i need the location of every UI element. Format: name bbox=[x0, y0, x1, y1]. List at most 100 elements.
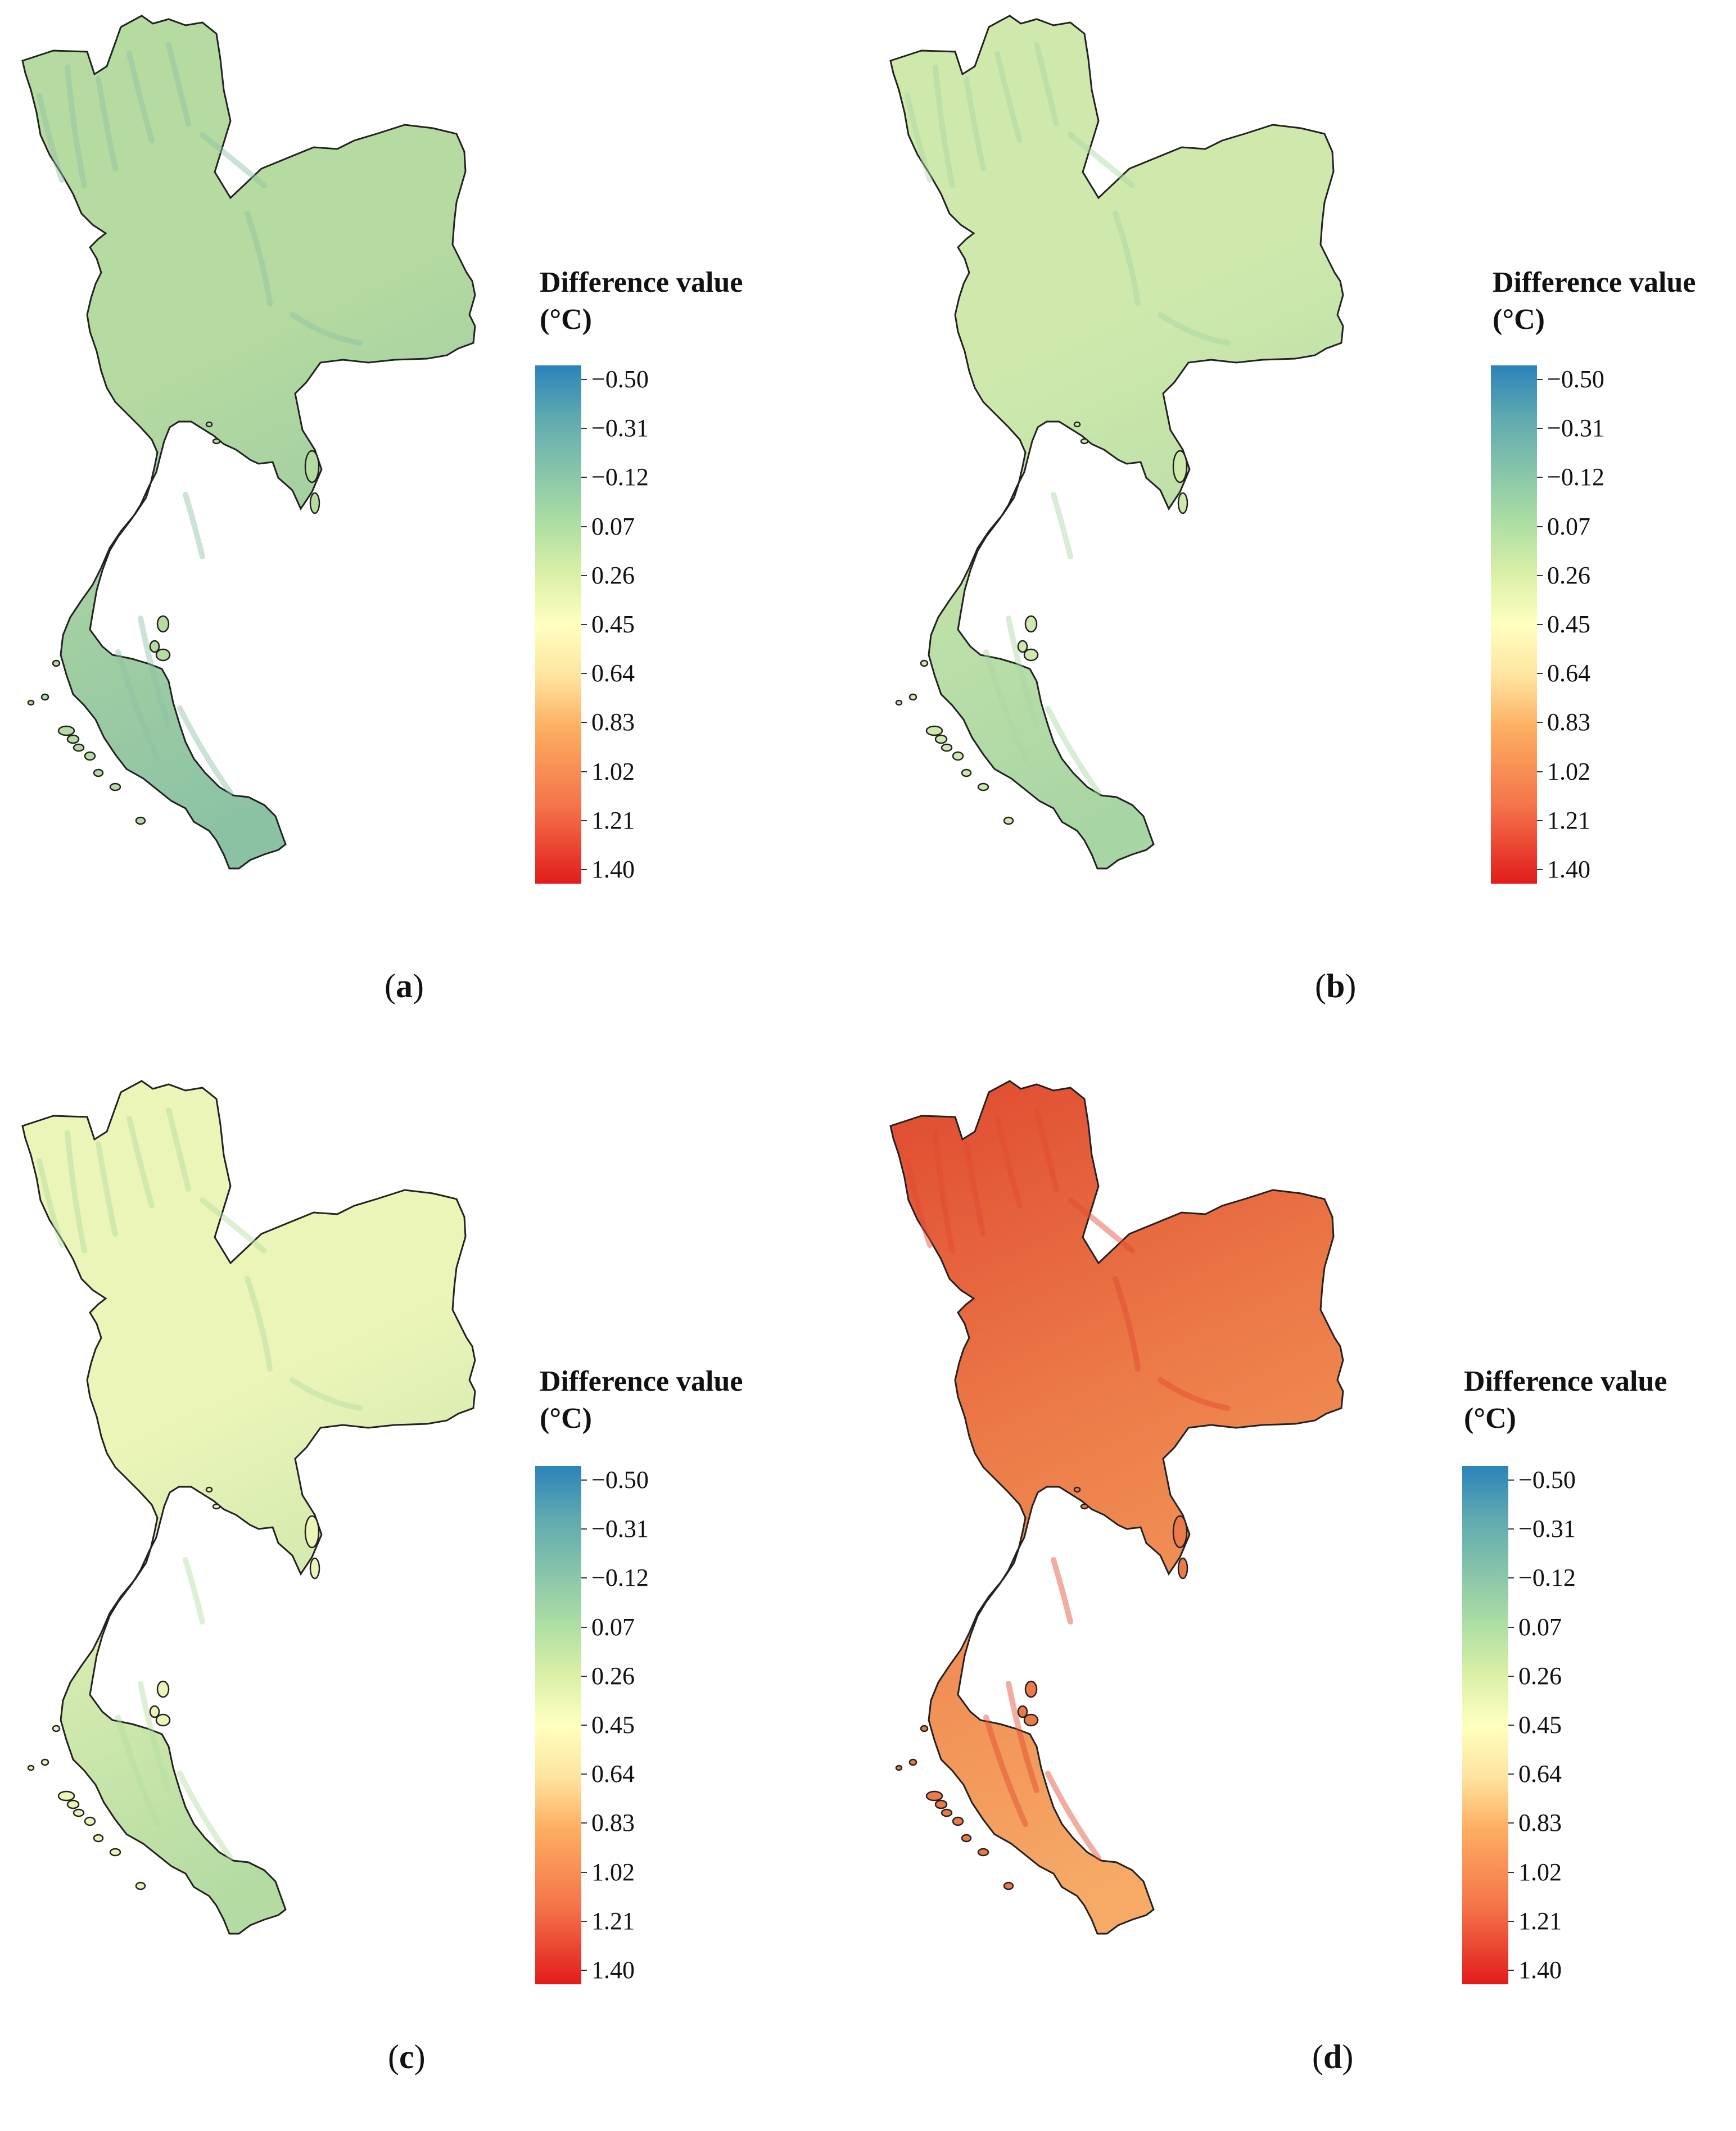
colorbar-tick-label: 1.21 bbox=[591, 1907, 635, 1935]
colorbar-tick-label: 0.45 bbox=[1547, 610, 1590, 638]
island bbox=[27, 1764, 35, 1771]
colorbar-tick-label: 0.26 bbox=[1518, 1662, 1562, 1690]
colorbar-tickmark bbox=[581, 1675, 587, 1677]
country-outline bbox=[889, 15, 1344, 870]
terrain-texture bbox=[1158, 1377, 1231, 1411]
colorbar-tickmark bbox=[1508, 1871, 1514, 1873]
island bbox=[212, 438, 221, 445]
colorbar-tickmark bbox=[581, 1920, 587, 1922]
thailand-map-c bbox=[21, 1080, 476, 1935]
colorbar-tickmark bbox=[1508, 1970, 1514, 1971]
terrain-texture bbox=[1045, 705, 1101, 795]
island bbox=[1024, 615, 1038, 633]
legend-title-line2: (°C) bbox=[540, 1402, 592, 1435]
colorbar-tick-label: −0.50 bbox=[1547, 365, 1604, 393]
colorbar-tickmark bbox=[1537, 574, 1543, 576]
country-group bbox=[889, 1080, 1344, 1935]
colorbar-tickmark bbox=[581, 869, 587, 870]
panel-label: a bbox=[395, 967, 413, 1005]
island bbox=[895, 1764, 903, 1771]
terrain-texture bbox=[37, 93, 65, 183]
panel-label: b bbox=[1326, 967, 1345, 1005]
colorbar-tickmark bbox=[1508, 1577, 1514, 1579]
island bbox=[27, 699, 35, 706]
island bbox=[1177, 492, 1188, 514]
terrain-texture bbox=[1045, 1771, 1101, 1861]
island bbox=[149, 640, 160, 653]
colorbar bbox=[1462, 1466, 1508, 1984]
island bbox=[1017, 640, 1028, 653]
island bbox=[977, 1848, 989, 1857]
colorbar-tick-label: 1.40 bbox=[591, 856, 635, 883]
colorbar-tick-label: −0.31 bbox=[1518, 1515, 1576, 1543]
colorbar-tick-label: 0.26 bbox=[591, 561, 635, 589]
panel-caption: (c) bbox=[388, 2038, 426, 2075]
island bbox=[920, 659, 929, 667]
terrain-texture bbox=[1034, 1107, 1059, 1192]
terrain-texture bbox=[65, 1130, 87, 1254]
colorbar-tickmark bbox=[1537, 379, 1543, 380]
island bbox=[205, 1486, 213, 1493]
terrain-texture bbox=[177, 1771, 233, 1861]
island bbox=[66, 1799, 80, 1809]
colorbar-tick-label: 0.26 bbox=[1547, 561, 1590, 589]
colorbar-tick-label: −0.12 bbox=[591, 1564, 649, 1592]
island bbox=[952, 751, 964, 761]
colorbar-tick-label: 0.83 bbox=[591, 1809, 635, 1837]
colorbar-tickmark bbox=[1508, 1528, 1514, 1530]
colorbar-tickmark bbox=[581, 1970, 587, 1971]
legend-title-line1: Difference value bbox=[540, 1365, 743, 1397]
terrain-texture bbox=[994, 51, 1023, 143]
island bbox=[73, 1808, 85, 1817]
colorbar-tick-label: 0.45 bbox=[591, 610, 635, 638]
island bbox=[920, 1725, 929, 1732]
island bbox=[934, 1799, 948, 1809]
terrain-texture bbox=[115, 649, 160, 762]
island bbox=[309, 492, 320, 514]
island bbox=[135, 1881, 146, 1890]
island bbox=[925, 725, 943, 736]
colorbar-tickmark bbox=[1537, 820, 1543, 821]
colorbar-tickmark bbox=[1508, 1675, 1514, 1677]
terrain-texture bbox=[983, 649, 1028, 762]
legend-title: Difference value (°C) bbox=[1464, 1363, 1667, 1437]
terrain-texture bbox=[126, 51, 155, 143]
island bbox=[205, 421, 213, 428]
island bbox=[908, 1758, 917, 1766]
colorbar-tick-label: 0.64 bbox=[591, 659, 635, 687]
island bbox=[73, 743, 85, 752]
island bbox=[93, 1834, 104, 1843]
island bbox=[1172, 450, 1188, 483]
island bbox=[1080, 438, 1089, 445]
island bbox=[1177, 1557, 1188, 1580]
colorbar-tickmark bbox=[1537, 624, 1543, 625]
map-panel-b: Difference value (°C) −0.50 −0.31 −0.12 0.0… bbox=[868, 0, 1736, 1065]
terrain-texture bbox=[96, 1141, 118, 1237]
colorbar-tickmark bbox=[1537, 428, 1543, 429]
island bbox=[304, 1515, 320, 1549]
island bbox=[1073, 1486, 1081, 1493]
colorbar-tickmark bbox=[581, 673, 587, 675]
thailand-map-b bbox=[889, 15, 1344, 870]
terrain-texture bbox=[166, 1107, 191, 1192]
island bbox=[156, 1680, 170, 1698]
island bbox=[961, 768, 972, 777]
colorbar-tickmark bbox=[1537, 722, 1543, 723]
colorbar-tick-label: −0.50 bbox=[591, 1466, 649, 1494]
island bbox=[1023, 1713, 1039, 1727]
terrain-texture bbox=[96, 76, 118, 171]
terrain-texture bbox=[166, 42, 191, 126]
country-outline bbox=[21, 1080, 476, 1935]
panel-caption: (d) bbox=[1312, 2038, 1354, 2075]
colorbar-tick-label: −0.12 bbox=[1518, 1564, 1576, 1592]
terrain-texture bbox=[933, 65, 955, 188]
island bbox=[1003, 816, 1014, 825]
map-panel-d: Difference value (°C) −0.50 −0.31 −0.12 0.0… bbox=[868, 1065, 1736, 2130]
island bbox=[156, 615, 170, 633]
terrain-texture bbox=[183, 1557, 205, 1625]
terrain-texture bbox=[138, 616, 171, 728]
colorbar-tickmark bbox=[1537, 673, 1543, 675]
terrain-texture bbox=[983, 1714, 1028, 1827]
island bbox=[40, 693, 49, 701]
colorbar-tick-label: 0.64 bbox=[1547, 659, 1590, 687]
